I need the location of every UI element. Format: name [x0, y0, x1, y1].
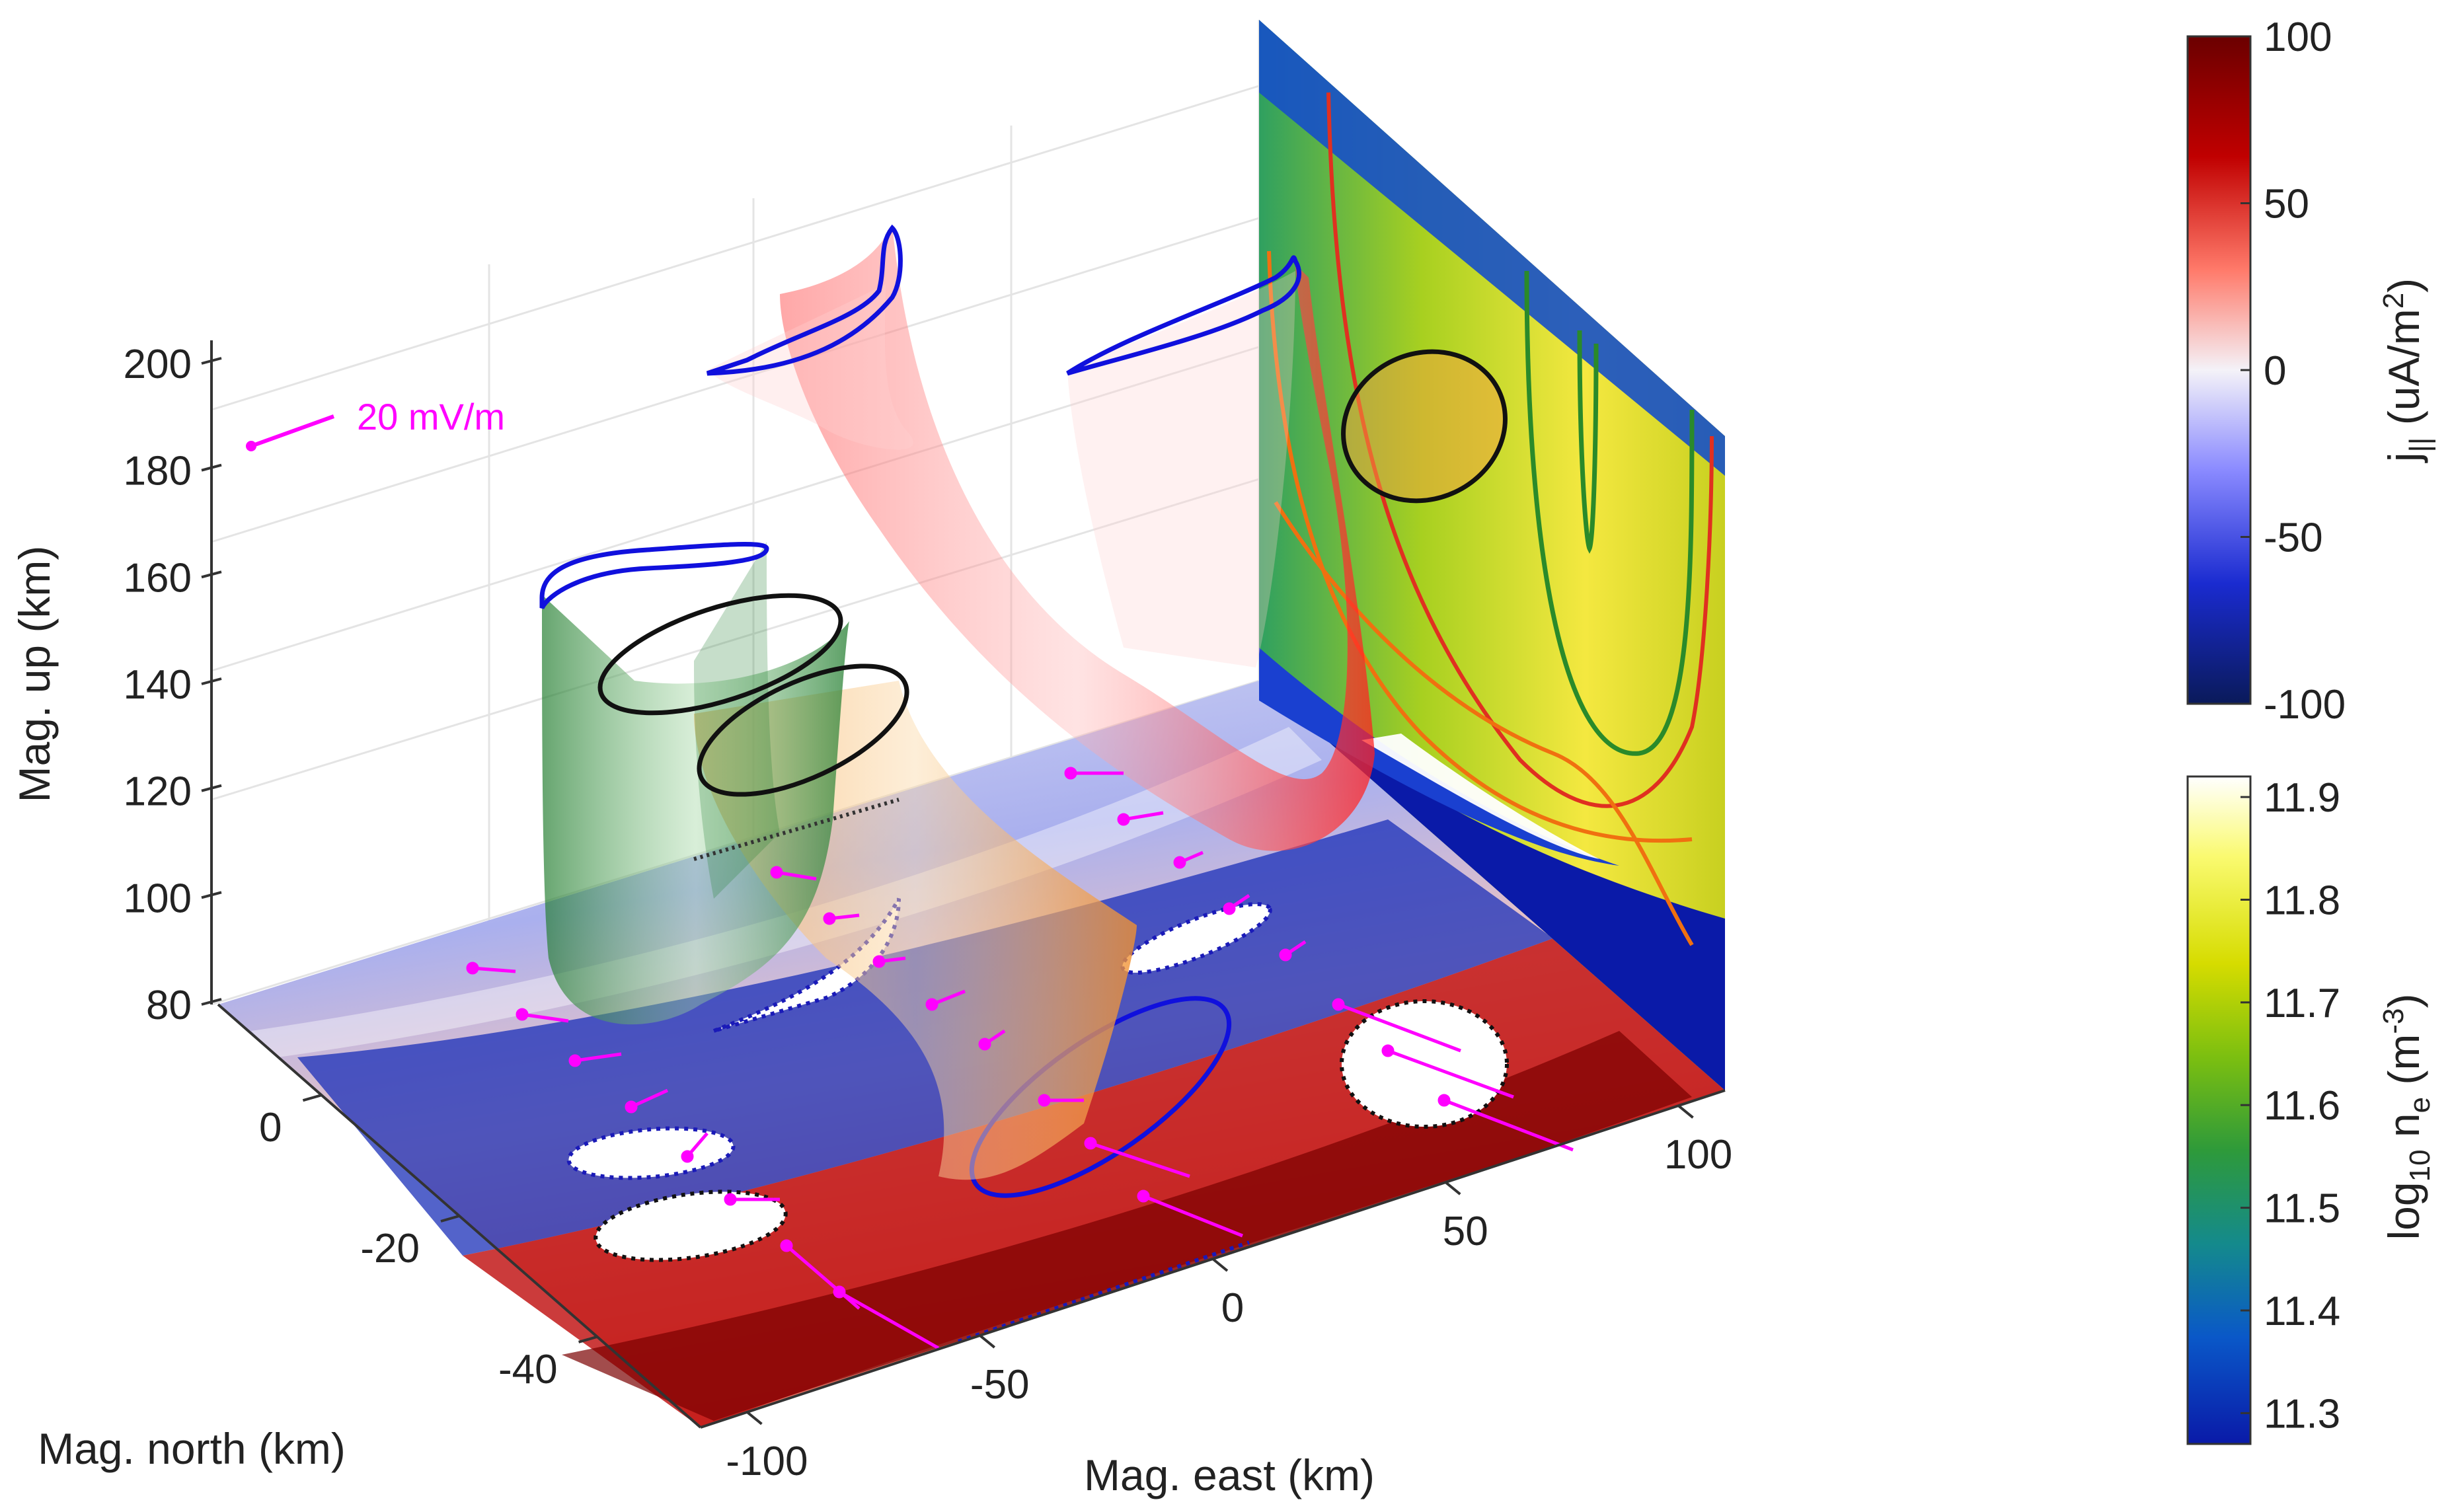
- x-tick-mark: [1677, 1104, 1694, 1119]
- z-tick-label: 80: [146, 983, 192, 1028]
- colorbar-tick-label: 0: [2264, 348, 2286, 394]
- z-tick-label: 160: [124, 555, 192, 601]
- y-tick-mark: [440, 1215, 460, 1223]
- colorbar-ne-ticks: 11.9 11.8 11.7 11.6 11.5 11.4 11.3: [2241, 775, 2340, 1437]
- colorbar-jpar: 100 50 0 -50 -100 j|| (uA/m2): [2186, 15, 2436, 728]
- x-tick-mark: [746, 1411, 763, 1425]
- z-tick-label: 100: [124, 876, 192, 921]
- colorbar-jpar-label: j|| (uA/m2): [2377, 278, 2436, 463]
- x-tick-mark: [1445, 1181, 1461, 1195]
- z-axis-title: Mag. up (km): [10, 546, 59, 803]
- y-axis-title: Mag. north (km): [38, 1424, 346, 1473]
- z-tick-label: 200: [124, 342, 192, 387]
- z-tick-mark: [201, 570, 222, 579]
- colorbar-tick-label: 11.4: [2264, 1289, 2340, 1334]
- z-tick-mark: [201, 463, 222, 472]
- y-tick-label: 0: [259, 1105, 282, 1151]
- x-tick-label: 100: [1664, 1132, 1732, 1178]
- colorbar-tick-label: -50: [2264, 515, 2323, 561]
- colorbar-tick-label: 11.8: [2264, 878, 2340, 923]
- z-ticks: 80 100 120 140 160 180 200: [124, 342, 222, 1028]
- x-tick-mark: [979, 1334, 995, 1349]
- flux-tubes: [539, 224, 1508, 1180]
- colorbar-tick-label: 11.3: [2264, 1391, 2340, 1437]
- colorbar-tick-label: 11.9: [2264, 775, 2340, 821]
- e-field-arrows: [466, 767, 1574, 1350]
- z-tick-label: 120: [124, 769, 192, 815]
- y-ticks: 0 -20 -40: [259, 1094, 598, 1392]
- legend: 20 mV/m: [246, 396, 505, 451]
- z-tick-mark: [201, 784, 222, 792]
- colorbar-ne-label: log10 ne (m-3): [2377, 994, 2436, 1240]
- legend-label: 20 mV/m: [357, 396, 505, 437]
- y-tick-label: -20: [360, 1226, 420, 1271]
- x-axis-title: Mag. east (km): [1084, 1451, 1375, 1499]
- colorbar-tick-label: 100: [2264, 15, 2332, 60]
- x-tick-mark: [1211, 1258, 1229, 1272]
- colorbar-tick-label: 11.7: [2264, 981, 2340, 1026]
- x-tick-label: 0: [1221, 1285, 1244, 1331]
- colorbar-tick-label: 11.5: [2264, 1186, 2340, 1232]
- wall-slice: [1259, 20, 1725, 1090]
- z-tick-mark: [201, 891, 222, 899]
- y-tick-mark: [578, 1335, 598, 1343]
- colorbar-jpar-ticks: 100 50 0 -50 -100: [2241, 15, 2346, 728]
- y-tick-label: -40: [498, 1347, 558, 1392]
- colorbar-tick-label: -100: [2264, 682, 2346, 728]
- y-tick-mark: [302, 1094, 322, 1102]
- colorbar-tick-label: 11.6: [2264, 1083, 2340, 1129]
- x-tick-label: -50: [970, 1362, 1030, 1408]
- x-tick-label: -100: [726, 1439, 808, 1484]
- z-tick-label: 140: [124, 662, 192, 708]
- colorbar-ne: 11.9 11.8 11.7 11.6 11.5 11.4 11.3 log10 ne (m…: [2186, 775, 2436, 1445]
- x-tick-label: 50: [1443, 1209, 1488, 1254]
- z-tick-label: 180: [124, 449, 192, 494]
- z-tick-mark: [201, 677, 222, 685]
- x-ticks: -100 -50 0 50 100: [726, 1104, 1732, 1484]
- z-tick-mark: [201, 357, 222, 365]
- z-tick-mark: [201, 998, 222, 1006]
- colorbar-tick-label: 50: [2264, 182, 2309, 227]
